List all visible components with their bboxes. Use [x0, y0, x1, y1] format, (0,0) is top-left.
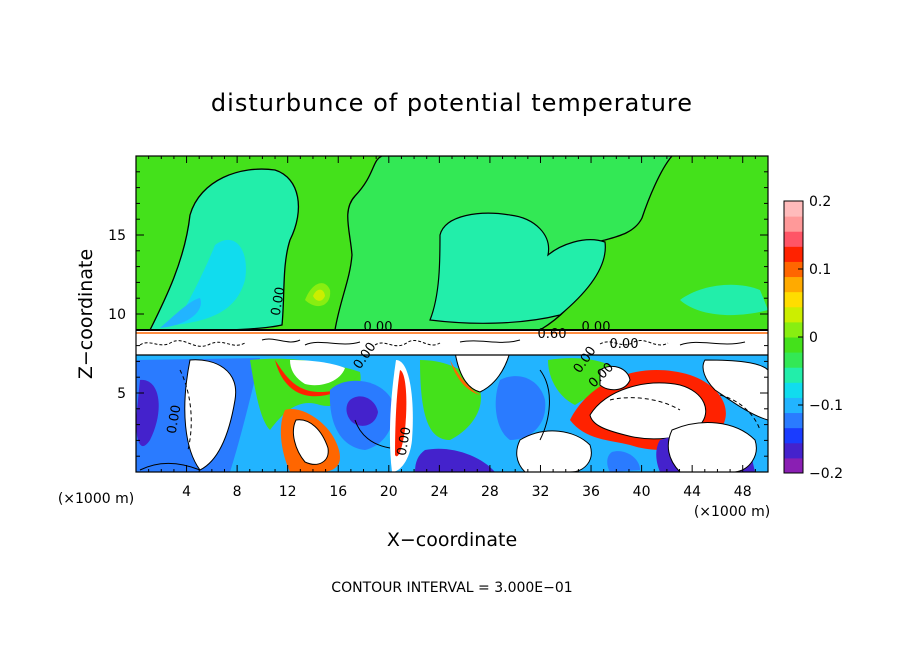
z-unit-label-right: (×1000 m) — [694, 504, 770, 520]
chart-title: disturbunce of potential temperature — [211, 89, 693, 117]
colorbar-swatch — [784, 457, 803, 474]
x-tick-label: 20 — [380, 484, 398, 500]
contour-label: 0.00 — [610, 337, 639, 352]
lower-layer-region — [667, 422, 757, 472]
colorbar-swatch — [784, 201, 803, 217]
y-tick-label: 15 — [108, 228, 126, 244]
contour-line — [539, 369, 550, 441]
upper-anomaly-core — [160, 298, 201, 328]
colorbar-swatch — [784, 291, 803, 308]
lower-layer-region — [495, 376, 546, 440]
lower-layer-region — [607, 451, 640, 472]
x-tick-label: 40 — [633, 484, 651, 500]
contour-line — [179, 369, 192, 451]
contour-interval-note: CONTOUR INTERVAL = 3.000E−01 — [331, 580, 572, 596]
x-tick-label: 8 — [233, 484, 242, 500]
colorbar-swatch — [784, 367, 803, 383]
x-tick-label: 28 — [481, 484, 499, 500]
colorbar-tick-label: −0.2 — [809, 466, 843, 482]
lower-layer-region — [136, 379, 159, 447]
contour-line — [354, 419, 391, 449]
upper-anomaly-core — [680, 284, 768, 316]
colorbar-swatch — [784, 246, 803, 262]
x-tick-label: 36 — [582, 484, 600, 500]
x-tick-label: 16 — [329, 484, 347, 500]
lower-layer-region — [292, 419, 329, 465]
lower-layer-region — [599, 365, 631, 391]
inversion-texture — [374, 340, 441, 347]
colorbar-swatch — [784, 216, 803, 232]
x-tick-label: 12 — [279, 484, 297, 500]
contour-label: 0.60 — [538, 327, 567, 342]
x-tick-label: 24 — [430, 484, 448, 500]
x-tick-label: 44 — [683, 484, 701, 500]
plot-area — [136, 156, 768, 472]
y-axis-ticks: 5 10 15 — [108, 171, 768, 457]
x-tick-label: 4 — [182, 484, 191, 500]
lower-layer-region — [395, 370, 407, 457]
y-axis-label: Z−coordinate — [75, 249, 97, 379]
upper-anomaly-core — [429, 212, 606, 324]
inversion-band — [136, 330, 768, 355]
contour-line — [719, 394, 761, 431]
colorbar-swatch — [784, 427, 803, 444]
contour-label: 0.00 — [269, 286, 289, 317]
lower-layer-region — [275, 360, 360, 397]
colorbar-tick-label: 0.2 — [809, 194, 831, 210]
colorbar-tick-label: 0 — [809, 330, 818, 346]
colorbar-swatch — [784, 261, 803, 278]
x-unit-label-left: (×1000 m) — [58, 491, 134, 507]
contour-label: 0.00 — [395, 426, 415, 457]
lower-layer-region — [346, 396, 378, 426]
inversion-texture — [261, 338, 746, 346]
colorbar-swatch — [784, 276, 803, 293]
lower-layer-region — [290, 360, 345, 386]
x-tick-label: 48 — [734, 484, 752, 500]
lower-layer-region — [454, 351, 511, 393]
colorbar-tick-label: 0.1 — [809, 262, 831, 278]
colorbar-swatch — [784, 397, 803, 414]
colorbar-swatch — [784, 337, 803, 353]
colorbar-swatch — [784, 412, 803, 429]
lower-layer-region — [184, 359, 237, 471]
upper-anomaly-core — [313, 289, 325, 301]
contour-label: 0.00 — [165, 404, 185, 435]
lower-layer-region — [702, 359, 768, 421]
colorbar-swatch — [784, 442, 803, 459]
contour-line — [609, 397, 681, 411]
y-tick-label: 10 — [108, 307, 126, 323]
colorbar-swatch — [784, 231, 803, 247]
colorbar-swatch — [784, 306, 803, 323]
lower-layer-region — [516, 430, 592, 472]
contour-label: 0.00 — [582, 320, 611, 335]
colorbar-tick-label: −0.1 — [809, 398, 843, 414]
contour-line — [139, 462, 201, 471]
colorbar-swatch — [784, 352, 803, 368]
x-axis-ticks: 4 8 12 16 20 24 28 32 36 40 44 48 — [148, 156, 756, 500]
y-tick-label: 5 — [117, 386, 126, 402]
contour-label: 0.00 — [364, 320, 393, 335]
inversion-texture — [599, 340, 669, 346]
lower-layer-region — [415, 448, 495, 472]
colorbar-swatch — [784, 382, 803, 398]
inversion-texture — [139, 340, 246, 347]
colorbar: 0.2 0.1 0 −0.1 −0.2 — [783, 194, 843, 482]
colorbar-swatch — [784, 321, 803, 338]
x-tick-label: 32 — [532, 484, 550, 500]
x-axis-label: X−coordinate — [387, 529, 517, 551]
